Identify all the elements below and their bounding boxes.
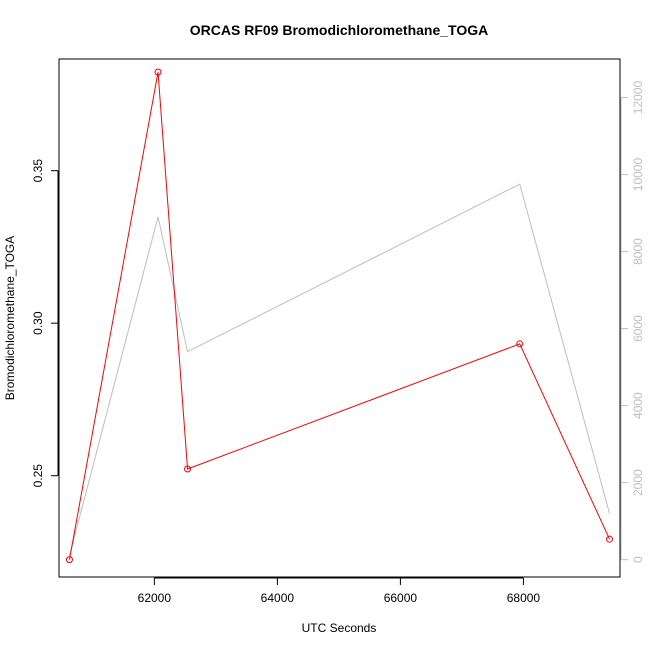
y2-tick-label: 6000 — [631, 315, 645, 342]
series-line-left-axis — [68, 72, 610, 560]
y2-tick-label: 10000 — [631, 158, 645, 192]
x-axis-label: UTC Seconds — [302, 621, 377, 635]
x-axis: 62000 64000 66000 68000 — [138, 577, 541, 605]
series-line-right-axis — [68, 183, 611, 556]
x-tick-label: 62000 — [138, 591, 172, 605]
y2-tick-label: 0 — [631, 556, 645, 563]
x-tick-label: 68000 — [507, 591, 541, 605]
data-point — [516, 340, 524, 348]
data-point — [606, 535, 614, 543]
y2-axis-right: 0 2000 4000 6000 8000 10000 12000 — [620, 81, 645, 563]
chart-title: ORCAS RF09 Bromodichloromethane_TOGA — [190, 22, 488, 38]
plot-frame — [58, 58, 621, 578]
y2-tick-label: 4000 — [631, 392, 645, 419]
x-tick-label: 64000 — [261, 591, 295, 605]
y-axis-label: Bromodichloromethane_TOGA — [3, 236, 17, 401]
y2-tick-label: 2000 — [631, 469, 645, 496]
x-tick-label: 66000 — [384, 591, 418, 605]
y-tick-label: 0.25 — [31, 464, 45, 488]
y-tick-label: 0.30 — [31, 311, 45, 335]
y2-tick-label: 12000 — [631, 81, 645, 115]
data-point — [184, 465, 192, 473]
data-point — [65, 556, 73, 564]
data-point — [154, 68, 162, 76]
series-layer — [65, 68, 614, 564]
y-axis: 0.25 0.30 0.35 — [31, 159, 59, 488]
y2-tick-label: 8000 — [631, 238, 645, 265]
y-tick-label: 0.35 — [31, 159, 45, 183]
